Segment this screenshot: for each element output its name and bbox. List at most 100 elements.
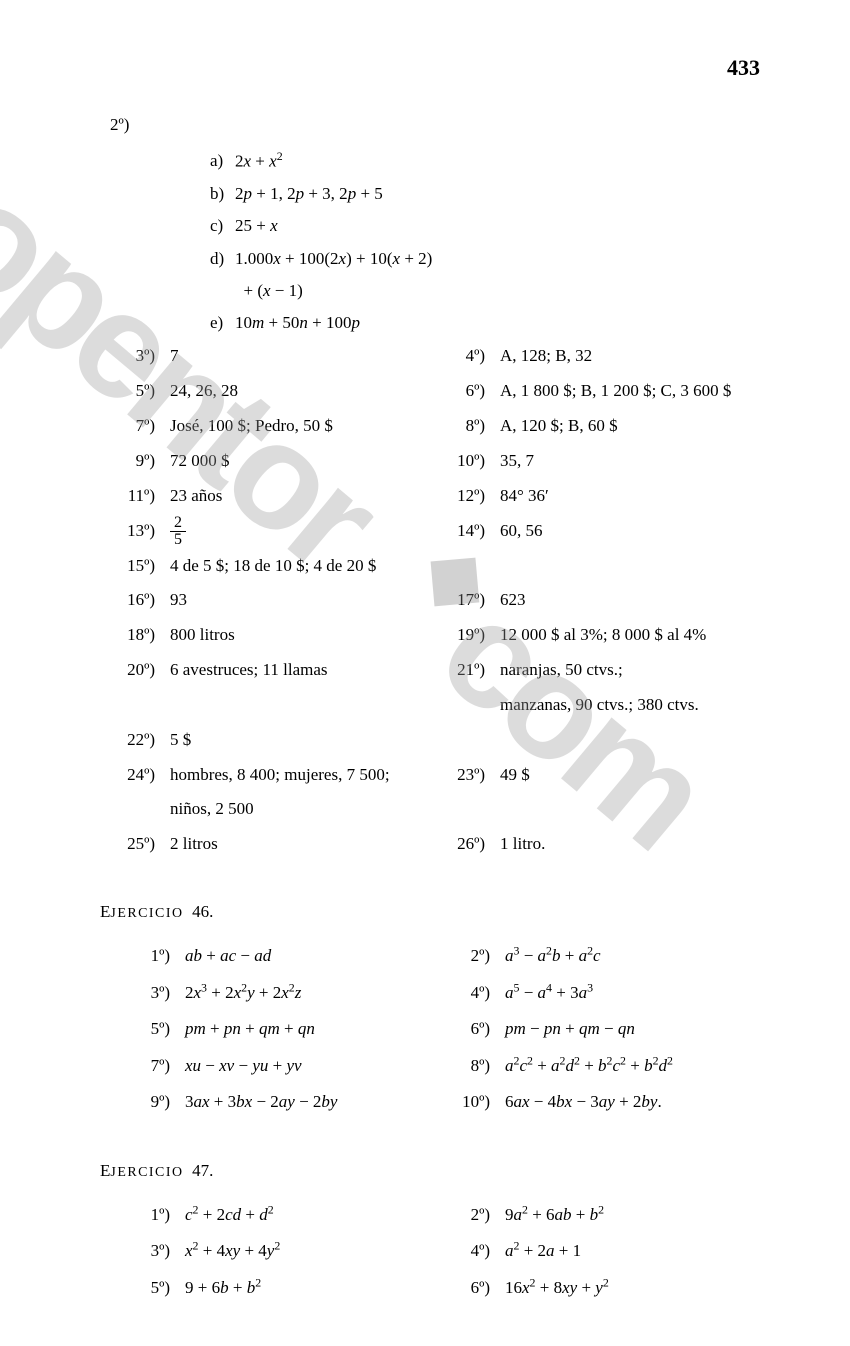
sublist-item: e)10m + 50n + 100p (210, 307, 770, 339)
answer-value: xu − xv − yu + yv (185, 1048, 302, 1085)
answer-label: 6º) (445, 1270, 490, 1307)
answer-value: 35, 7 (500, 444, 534, 479)
answer-value: 12 000 $ al 3%; 8 000 $ al 4% (500, 618, 706, 653)
answer-value: 60, 56 (500, 514, 543, 549)
answer-row: 5º) 9 + 6b + b2 (125, 1270, 445, 1307)
answer-value (500, 723, 504, 758)
answer-value: José, 100 $; Pedro, 50 $ (170, 409, 333, 444)
answer-label: 19º) (440, 618, 485, 653)
answer-row: 6º)pm − pn + qm − qn (445, 1011, 770, 1048)
answer-label: 3º) (125, 1233, 170, 1270)
page-container: 433 2º) a)2x + x2b)2p + 1, 2p + 3, 2p + … (0, 0, 850, 1346)
answer-label: 21º) (440, 653, 485, 688)
answer-row: 10º)6ax − 4bx − 3ay + 2by. (445, 1084, 770, 1121)
ej46-columns: 1º)ab + ac − ad3º)2x3 + 2x2y + 2x2z5º)pm… (125, 938, 770, 1121)
answer-label: 5º) (110, 374, 155, 409)
answer-value: A, 1 800 $; B, 1 200 $; C, 3 600 $ (500, 374, 731, 409)
sublist-value: 25 + x (235, 210, 278, 242)
answer-value (170, 688, 174, 723)
answer-row: 4º)a2 + 2a + 1 (445, 1233, 770, 1270)
answer-label: 6º) (440, 374, 485, 409)
answer-row: 25º)2 litros (110, 827, 440, 862)
answer-label: 2º) (445, 938, 490, 975)
answer-row: 3º) 7 (110, 339, 440, 374)
answer-value: 2x3 + 2x2y + 2x2z (185, 975, 301, 1012)
answer-row: 8º)A, 120 $; B, 60 $ (440, 409, 770, 444)
answer-value: 7 (170, 339, 179, 374)
answer-row: 21º) naranjas, 50 ctvs.;manzanas, 90 ctvs… (440, 653, 770, 723)
answer-value: a3 − a2b + a2c (505, 938, 601, 975)
answer-row (440, 549, 770, 584)
answer-label: 24º) (110, 758, 155, 793)
sublist-item: b)2p + 1, 2p + 3, 2p + 5 (210, 178, 770, 210)
answer-row: 15º)4 de 5 $; 18 de 10 $; 4 de 20 $ (110, 549, 440, 584)
answer-row: 3º)x2 + 4xy + 4y2 (125, 1233, 445, 1270)
answer-value: 49 $ (500, 758, 530, 793)
sublist-item: d)1.000x + 100(2x) + 10(x + 2) + (x − 1) (210, 243, 770, 308)
answer-value: 2 litros (170, 827, 218, 862)
sublist-label: e) (210, 307, 235, 339)
answer-row: 11º)23 años (110, 479, 440, 514)
answers-left-col: 3º)75º)24, 26, 287º)José, 100 $; Pedro, … (110, 339, 440, 862)
answer-row: 24º) hombres, 8 400; mujeres, 7 500;niños… (110, 758, 440, 828)
answer-row: 17º)623 (440, 583, 770, 618)
sublist-value: 2p + 1, 2p + 3, 2p + 5 (235, 178, 383, 210)
answer-row (440, 792, 770, 827)
answer-row: 23º) 49 $ (440, 758, 770, 793)
ej47-columns: 1º)c2 + 2cd + d23º)x2 + 4xy + 4y25º) 9 + … (125, 1197, 770, 1307)
answer-row: 2º)9a2 + 6ab + b2 (445, 1197, 770, 1234)
answer-label: 8º) (440, 409, 485, 444)
sublist-label: b) (210, 178, 235, 210)
answer-row: 14º) 60, 56 (440, 514, 770, 549)
ej46-right-col: 2º) a3 − a2b + a2c4º)a5 − a4 + 3a36º)pm −… (445, 938, 770, 1121)
answer-row: 22º) 5 $ (110, 723, 440, 758)
answer-row: 9º)72 000 $ (110, 444, 440, 479)
answer-label: 3º) (125, 975, 170, 1012)
answer-label: 22º) (110, 723, 155, 758)
answer-label: 14º) (440, 514, 485, 549)
answer-row: 12º) 84° 36′ (440, 479, 770, 514)
sublist-value: 1.000x + 100(2x) + 10(x + 2) + (x − 1) (235, 243, 432, 308)
answer-value: c2 + 2cd + d2 (185, 1197, 274, 1234)
answer-row: 3º) 2x3 + 2x2y + 2x2z (125, 975, 445, 1012)
answer-value: 9 + 6b + b2 (185, 1270, 261, 1307)
answer-label: 13º) (110, 514, 155, 549)
answer-row: 13º) 25 (110, 514, 440, 549)
answer-label: 26º) (440, 827, 485, 862)
answer-row: 9º)3ax + 3bx − 2ay − 2by (125, 1084, 445, 1121)
answer-label: 7º) (125, 1048, 170, 1085)
ejercicio-47-title: EJERCICIO 47. (100, 1161, 770, 1181)
answer-value: hombres, 8 400; mujeres, 7 500;niños, 2 … (170, 758, 390, 828)
answer-value: pm + pn + qm + qn (185, 1011, 315, 1048)
answer-label: 3º) (110, 339, 155, 374)
answer-label: 12º) (440, 479, 485, 514)
answer-row: 19º) 12 000 $ al 3%; 8 000 $ al 4% (440, 618, 770, 653)
answer-value: 93 (170, 583, 187, 618)
answer-row: 1º)c2 + 2cd + d2 (125, 1197, 445, 1234)
page-number: 433 (727, 55, 760, 81)
answer-value: 16x2 + 8xy + y2 (505, 1270, 609, 1307)
sublist-label: d) (210, 243, 235, 275)
answer-value: 25 (170, 514, 186, 549)
answer-label: 5º) (125, 1270, 170, 1307)
answer-value: naranjas, 50 ctvs.;manzanas, 90 ctvs.; 3… (500, 653, 699, 723)
answer-label: 10º) (445, 1084, 490, 1121)
answer-row: 4º)a5 − a4 + 3a3 (445, 975, 770, 1012)
item-2-sublist: a)2x + x2b)2p + 1, 2p + 3, 2p + 5c)25 + … (210, 145, 770, 339)
answer-value: 24, 26, 28 (170, 374, 238, 409)
answer-label: 18º) (110, 618, 155, 653)
answer-label: 9º) (125, 1084, 170, 1121)
sublist-item: c)25 + x (210, 210, 770, 242)
answer-value: A, 128; B, 32 (500, 339, 592, 374)
answers-right-col: 4º) A, 128; B, 32 6º) A, 1 800 $; B, 1 200 … (440, 339, 770, 862)
answer-value: a2c2 + a2d2 + b2c2 + b2d2 (505, 1048, 673, 1085)
answer-label: 23º) (440, 758, 485, 793)
answer-label: 11º) (110, 479, 155, 514)
answer-label: 4º) (445, 975, 490, 1012)
answer-row: 6º) 16x2 + 8xy + y2 (445, 1270, 770, 1307)
answer-value: 84° 36′ (500, 479, 549, 514)
answer-value: 5 $ (170, 723, 191, 758)
ej46-left-col: 1º)ab + ac − ad3º)2x3 + 2x2y + 2x2z5º)pm… (125, 938, 445, 1121)
answer-label: 4º) (440, 339, 485, 374)
ej47-left-col: 1º)c2 + 2cd + d23º)x2 + 4xy + 4y25º) 9 + … (125, 1197, 445, 1307)
